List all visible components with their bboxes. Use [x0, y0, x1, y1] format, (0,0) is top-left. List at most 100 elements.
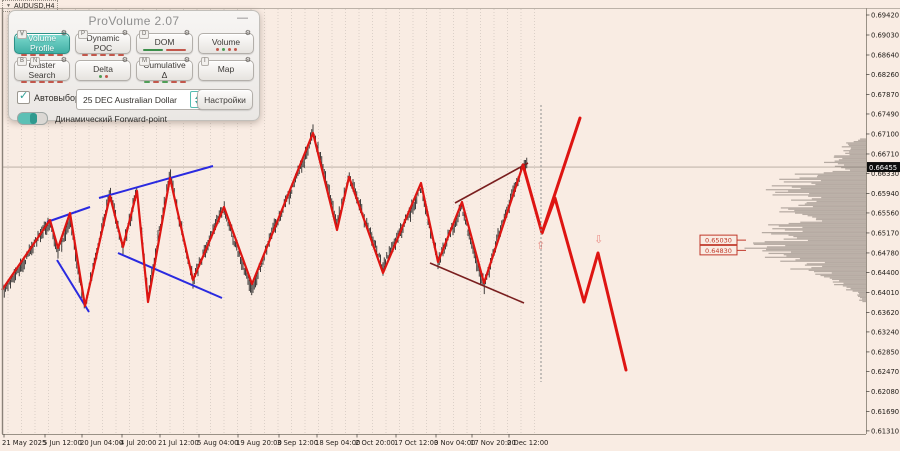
hotkey-tag: I — [201, 57, 209, 66]
panel-button-grid: V ⚙ Volume Profile P ⚙ Dynamic POC D ⚙ DOM ⚙ Volum… — [14, 30, 254, 83]
panel-instrument-row: ✓ Автовыбор 25 DEC Australian Dollar Нас… — [17, 89, 253, 110]
hotkey-tag: V — [17, 30, 28, 39]
gear-icon[interactable]: ⚙ — [244, 30, 251, 37]
gear-icon[interactable]: ⚙ — [244, 57, 251, 64]
gear-icon[interactable]: ⚙ — [183, 57, 190, 64]
autoselect-checkbox[interactable]: ✓ Автовыбор — [17, 90, 81, 104]
button-dynamic-poc[interactable]: P ⚙ Dynamic POC — [75, 30, 131, 56]
svg-text:3 Sep 12:00: 3 Sep 12:00 — [277, 439, 318, 447]
hotkey-tag: P — [78, 30, 89, 39]
gear-icon[interactable]: ⚙ — [60, 30, 67, 37]
hotkey-tag: D — [139, 30, 150, 39]
button-delta[interactable]: ⚙ Delta — [75, 57, 131, 81]
chart-frame — [0, 8, 900, 435]
autoselect-label: Автовыбор — [34, 92, 81, 103]
button-volume-profile[interactable]: V ⚙ Volume Profile — [14, 30, 70, 56]
gear-icon[interactable]: ⚙ — [121, 30, 128, 37]
symbol-timeframe-label: AUDUSD,H4 — [13, 2, 55, 10]
svg-text:19 Aug 20:00: 19 Aug 20:00 — [236, 439, 282, 447]
svg-text:0.66330: 0.66330 — [871, 170, 899, 178]
panel-titlebar[interactable]: ProVolume 2.07 — — [9, 11, 259, 30]
maroon-trendline — [429, 262, 525, 304]
svg-text:18 Sep 04:00: 18 Sep 04:00 — [315, 439, 360, 447]
blue-trendline — [117, 252, 223, 299]
button-label: Volume — [211, 36, 241, 47]
status-marks — [143, 80, 186, 83]
forward-point-toggle[interactable] — [17, 112, 48, 125]
grid-lines — [7, 9, 535, 434]
button-label: Volume Profile — [27, 32, 57, 53]
panel-title: ProVolume 2.07 — [88, 14, 180, 28]
svg-text:5 Jun 12:00: 5 Jun 12:00 — [43, 439, 82, 447]
button-label: Map — [217, 63, 235, 74]
button-label: Delta — [93, 63, 113, 74]
svg-text:0.66455: 0.66455 — [869, 164, 897, 172]
gear-icon[interactable]: ⚙ — [60, 57, 67, 64]
svg-text:0.66710: 0.66710 — [871, 150, 899, 158]
instrument-select[interactable]: 25 DEC Australian Dollar — [76, 89, 207, 110]
status-marks — [98, 75, 108, 79]
svg-text:0.64010: 0.64010 — [871, 289, 899, 297]
hotkey-tag: M — [139, 57, 150, 66]
svg-text:0.69420: 0.69420 — [871, 11, 899, 19]
price-level-label[interactable]: 0.64830 — [699, 244, 746, 256]
svg-text:0.65170: 0.65170 — [871, 229, 899, 237]
button-dom[interactable]: D ⚙ DOM — [136, 30, 193, 54]
toggle-knob — [30, 113, 37, 124]
svg-text:2 Oct 20:00: 2 Oct 20:00 — [355, 439, 395, 447]
svg-text:0.63620: 0.63620 — [871, 309, 899, 317]
button-cluster-search[interactable]: B N ⚙ Cluster Search — [14, 57, 70, 83]
svg-text:0.67870: 0.67870 — [871, 91, 899, 99]
hotkey-tag: N — [30, 57, 41, 66]
svg-text:0.69030: 0.69030 — [871, 31, 899, 39]
svg-text:0.68260: 0.68260 — [871, 71, 899, 79]
svg-text:0.64400: 0.64400 — [871, 269, 899, 277]
svg-text:3 Nov 04:00: 3 Nov 04:00 — [434, 439, 476, 447]
dropdown-arrow-icon: ▼ — [6, 3, 11, 9]
down-arrow-icon: ⇩ — [594, 233, 603, 246]
svg-text:0.67100: 0.67100 — [871, 130, 899, 138]
button-label: Cumulative Δ — [143, 59, 186, 80]
svg-text:0.65030: 0.65030 — [705, 237, 732, 245]
forward-point-row: Динамический Forward-point — [17, 112, 167, 125]
button-map[interactable]: I ⚙ Map — [198, 57, 254, 81]
button-cumulative[interactable]: M ⚙ Cumulative Δ — [136, 57, 193, 83]
button-label: Dynamic POC — [86, 32, 120, 53]
hotkey-tag: B — [17, 57, 28, 66]
maroon-trendline — [454, 162, 529, 204]
svg-text:0.65940: 0.65940 — [871, 190, 899, 198]
svg-text:2 Dec 12:00: 2 Dec 12:00 — [507, 439, 548, 447]
check-icon: ✓ — [19, 90, 29, 102]
button-volume[interactable]: ⚙ Volume — [198, 30, 254, 54]
svg-text:0.61310: 0.61310 — [871, 427, 899, 435]
svg-text:20 Jun 04:00: 20 Jun 04:00 — [80, 439, 123, 447]
volume-profile — [744, 138, 866, 303]
current-price-badge: 0.66455 — [867, 162, 900, 173]
status-marks — [143, 48, 186, 52]
panel-minimize-button[interactable]: — — [237, 12, 248, 24]
svg-text:0.62470: 0.62470 — [871, 368, 899, 376]
settings-button[interactable]: Настройки — [197, 89, 253, 110]
gear-icon[interactable]: ⚙ — [121, 57, 128, 64]
button-label: Cluster Search — [28, 59, 56, 80]
svg-text:0.67490: 0.67490 — [871, 110, 899, 118]
svg-text:0.63240: 0.63240 — [871, 328, 899, 336]
button-label: DOM — [154, 36, 175, 47]
forecast-zigzag — [521, 163, 628, 372]
status-marks — [215, 48, 237, 52]
svg-text:0.64780: 0.64780 — [871, 249, 899, 257]
zigzag-overlay — [1, 131, 525, 308]
blue-trendline — [98, 165, 214, 199]
price-level-label[interactable]: 0.65030 — [699, 234, 746, 246]
svg-text:0.62850: 0.62850 — [871, 348, 899, 356]
svg-text:5 Aug 04:00: 5 Aug 04:00 — [197, 439, 239, 447]
svg-text:0.61690: 0.61690 — [871, 408, 899, 416]
svg-text:4 Jul 20:00: 4 Jul 20:00 — [120, 439, 156, 447]
status-marks — [82, 53, 124, 56]
price-axis[interactable]: 0.69420 0.69030 0.68640 0.68260 0.67870 0.674… — [866, 11, 899, 435]
instrument-selected-value: 25 DEC Australian Dollar — [83, 94, 178, 105]
gear-icon[interactable]: ⚙ — [183, 30, 190, 37]
